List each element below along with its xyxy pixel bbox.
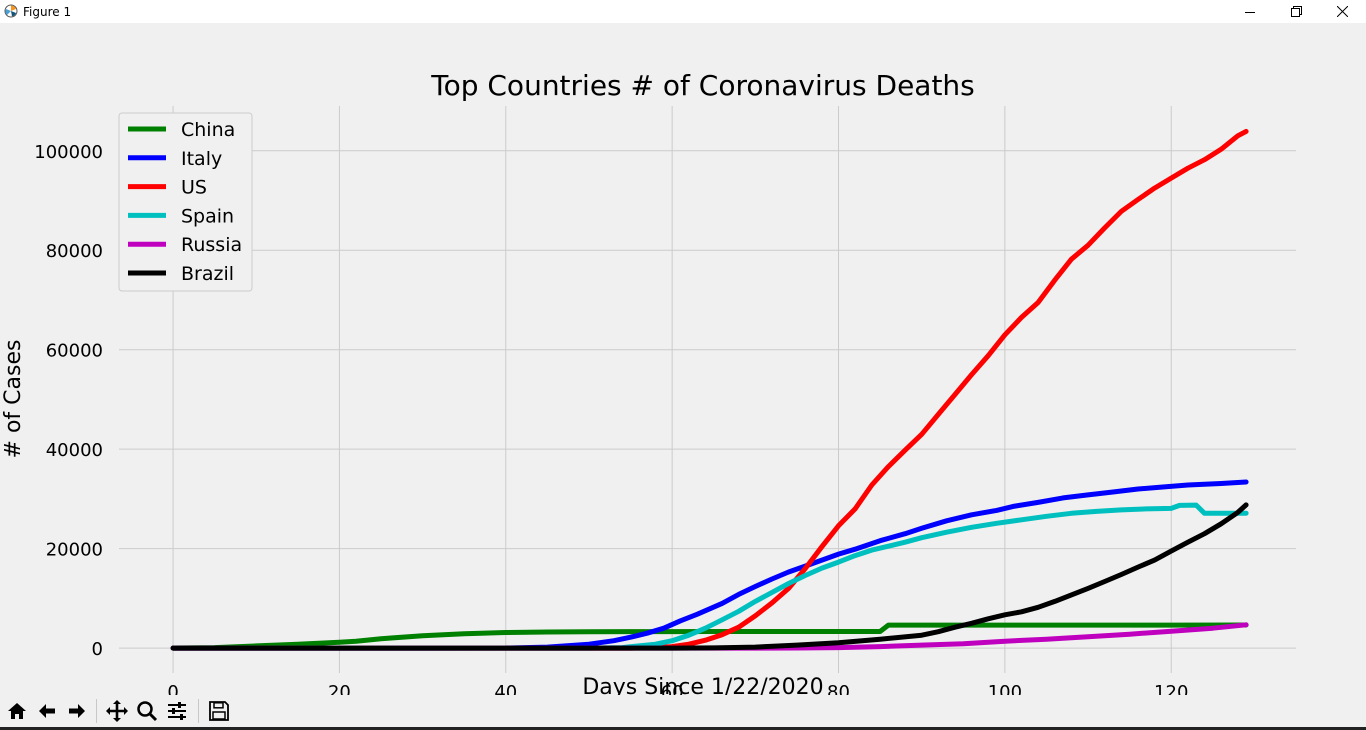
legend: China Italy US Spain Russia Brazil: [118, 112, 253, 292]
series-line-spain: [170, 502, 1249, 651]
series-line-russia: [170, 622, 1249, 651]
x-tick-label: 80: [827, 682, 850, 695]
window-titlebar: Figure 1: [0, 0, 1366, 23]
minimize-icon: [1245, 11, 1255, 13]
y-tick-label: 100000: [34, 142, 103, 163]
legend-label-china: China: [181, 119, 235, 141]
series-line-brazil: [170, 502, 1249, 651]
move-icon: [106, 700, 128, 722]
home-button[interactable]: [3, 696, 31, 726]
figure-canvas[interactable]: Top Countries # of Coronavirus Deaths 0 2…: [0, 23, 1366, 703]
line-chart: Top Countries # of Coronavirus Deaths 0 2…: [1, 69, 1296, 703]
minimize-button[interactable]: [1227, 0, 1273, 23]
y-tick-label: 0: [92, 639, 103, 660]
save-button[interactable]: [205, 696, 233, 726]
close-icon: [1336, 6, 1348, 17]
window-title: Figure 1: [23, 5, 72, 19]
arrow-left-icon: [39, 704, 55, 718]
y-tick-label: 20000: [46, 540, 103, 561]
restore-button[interactable]: [1273, 0, 1319, 23]
matplotlib-logo-icon: [4, 4, 18, 18]
pan-button[interactable]: [103, 696, 131, 726]
x-tick-label: 0: [167, 682, 178, 695]
subplots-button[interactable]: [163, 696, 191, 726]
y-axis-label: # of Cases: [1, 340, 26, 459]
arrow-right-icon: [69, 704, 85, 718]
legend-label-us: US: [181, 177, 207, 199]
series-line-italy: [170, 479, 1249, 651]
x-tick-label: 40: [494, 682, 517, 695]
close-button[interactable]: [1319, 0, 1365, 23]
save-icon: [209, 701, 229, 721]
x-axis-label: Days Since 1/22/2020: [582, 675, 823, 695]
legend-label-spain: Spain: [181, 205, 234, 227]
series-line-us: [170, 128, 1249, 651]
zoom-icon: [137, 701, 158, 722]
sliders-icon: [168, 702, 186, 720]
legend-label-italy: Italy: [181, 148, 222, 170]
x-tick-label: 20: [328, 682, 351, 695]
forward-button[interactable]: [63, 696, 91, 726]
legend-label-brazil: Brazil: [181, 263, 234, 285]
y-tick-label: 60000: [46, 341, 103, 362]
navigation-toolbar: [0, 696, 1366, 730]
restore-icon: [1290, 6, 1302, 17]
legend-label-russia: Russia: [181, 234, 242, 256]
chart-title: Top Countries # of Coronavirus Deaths: [430, 69, 975, 102]
zoom-button[interactable]: [133, 696, 161, 726]
x-tick-label: 120: [1154, 682, 1188, 695]
y-tick-label: 80000: [46, 241, 103, 262]
toolbar-separator: [96, 699, 97, 723]
window-bottom-border: [0, 727, 1366, 730]
y-tick-label: 40000: [46, 440, 103, 461]
toolbar-separator: [198, 699, 199, 723]
x-tick-label: 100: [988, 682, 1022, 695]
home-icon: [8, 703, 26, 719]
series-line-china: [170, 622, 1249, 651]
back-button[interactable]: [33, 696, 61, 726]
